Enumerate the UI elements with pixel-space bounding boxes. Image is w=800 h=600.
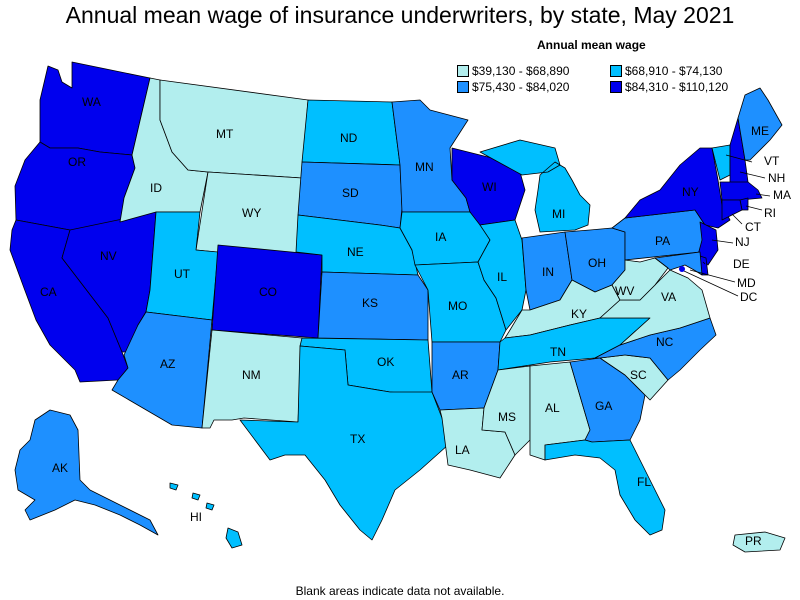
state-tx bbox=[239, 345, 449, 541]
label-nj: NJ bbox=[735, 235, 750, 249]
label-mi: MI bbox=[552, 207, 565, 221]
state-ak bbox=[14, 409, 159, 536]
state-pr bbox=[732, 531, 786, 553]
legend-swatch-bin1 bbox=[457, 65, 469, 77]
leader-md bbox=[689, 269, 736, 283]
label-ne: NE bbox=[347, 245, 364, 259]
label-nv: NV bbox=[100, 249, 117, 263]
legend-item-bin4: $84,310 - $110,120 bbox=[610, 80, 728, 94]
state-ma bbox=[719, 181, 763, 201]
label-dc: DC bbox=[740, 290, 758, 304]
label-ut: UT bbox=[174, 267, 191, 281]
state-ct bbox=[721, 199, 743, 221]
label-tn: TN bbox=[550, 345, 566, 359]
state-az bbox=[111, 311, 213, 429]
leader-ri bbox=[745, 205, 763, 211]
label-ar: AR bbox=[452, 368, 469, 382]
label-az: AZ bbox=[160, 357, 175, 371]
leader-ct bbox=[731, 213, 743, 225]
label-wv: WV bbox=[615, 284, 634, 298]
leader-dc bbox=[683, 270, 739, 297]
state-nj bbox=[697, 221, 719, 266]
state-nh bbox=[729, 117, 749, 186]
label-oh: OH bbox=[588, 256, 606, 270]
leader-nh bbox=[739, 171, 766, 179]
label-id: ID bbox=[150, 181, 162, 195]
label-ri: RI bbox=[764, 206, 776, 220]
label-pr: PR bbox=[745, 534, 762, 548]
legend-label-bin4: $84,310 - $110,120 bbox=[625, 80, 729, 94]
state-hi bbox=[169, 482, 243, 549]
state-fl bbox=[544, 439, 666, 536]
label-mo: MO bbox=[448, 299, 467, 313]
leader-ma bbox=[755, 193, 771, 197]
label-il: IL bbox=[497, 270, 507, 284]
state-il bbox=[477, 219, 527, 331]
state-ks bbox=[317, 271, 429, 341]
label-va: VA bbox=[661, 290, 676, 304]
label-me: ME bbox=[751, 124, 769, 138]
legend-title: Annual mean wage bbox=[537, 38, 646, 52]
state-mt bbox=[159, 79, 309, 179]
label-in: IN bbox=[542, 265, 554, 279]
label-al: AL bbox=[545, 401, 560, 415]
label-ma: MA bbox=[773, 188, 791, 202]
label-ia: IA bbox=[435, 230, 446, 244]
label-ca: CA bbox=[40, 285, 57, 299]
label-ga: GA bbox=[595, 399, 612, 413]
legend-label-bin3: $75,430 - $84,020 bbox=[472, 80, 570, 94]
label-nm: NM bbox=[242, 368, 261, 382]
label-or: OR bbox=[68, 155, 86, 169]
state-me bbox=[737, 87, 783, 161]
label-ks: KS bbox=[362, 296, 378, 310]
state-mi bbox=[479, 139, 591, 233]
legend-item-bin2: $68,910 - $74,130 bbox=[610, 64, 722, 78]
leader-nj bbox=[711, 239, 734, 244]
legend-swatch-bin3 bbox=[457, 81, 469, 93]
leader-de bbox=[702, 261, 706, 265]
label-ky: KY bbox=[571, 307, 587, 321]
label-wy: WY bbox=[242, 206, 261, 220]
label-mn: MN bbox=[415, 160, 434, 174]
legend-swatch-bin4 bbox=[610, 81, 622, 93]
label-ms: MS bbox=[498, 410, 516, 424]
leader-vt bbox=[725, 154, 753, 163]
label-hi: HI bbox=[190, 510, 202, 524]
label-vt: VT bbox=[764, 154, 780, 168]
label-md: MD bbox=[737, 276, 756, 290]
label-ok: OK bbox=[377, 355, 394, 369]
legend-item-bin3: $75,430 - $84,020 bbox=[457, 80, 569, 94]
label-ny: NY bbox=[682, 185, 699, 199]
state-dc bbox=[679, 266, 685, 272]
legend-swatch-bin2 bbox=[610, 65, 622, 77]
label-co: CO bbox=[259, 285, 277, 299]
label-la: LA bbox=[455, 443, 470, 457]
label-mt: MT bbox=[216, 127, 234, 141]
label-nd: ND bbox=[340, 131, 358, 145]
footnote: Blank areas indicate data not available. bbox=[295, 584, 505, 598]
map-title: Annual mean wage of insurance underwrite… bbox=[65, 2, 735, 28]
label-wa: WA bbox=[82, 95, 101, 109]
label-tx: TX bbox=[350, 432, 365, 446]
label-fl: FL bbox=[637, 475, 651, 489]
label-pa: PA bbox=[655, 234, 670, 248]
label-ct: CT bbox=[745, 220, 762, 234]
legend-label-bin1: $39,130 - $68,890 bbox=[472, 64, 570, 78]
state-md bbox=[654, 251, 703, 276]
label-ak: AK bbox=[52, 461, 68, 475]
legend-item-bin1: $39,130 - $68,890 bbox=[457, 64, 569, 78]
label-sc: SC bbox=[630, 368, 647, 382]
label-de: DE bbox=[733, 257, 750, 271]
label-nc: NC bbox=[656, 335, 674, 349]
label-sd: SD bbox=[342, 186, 359, 200]
label-nh: NH bbox=[768, 171, 785, 185]
label-wi: WI bbox=[482, 180, 497, 194]
legend-label-bin2: $68,910 - $74,130 bbox=[625, 64, 723, 78]
